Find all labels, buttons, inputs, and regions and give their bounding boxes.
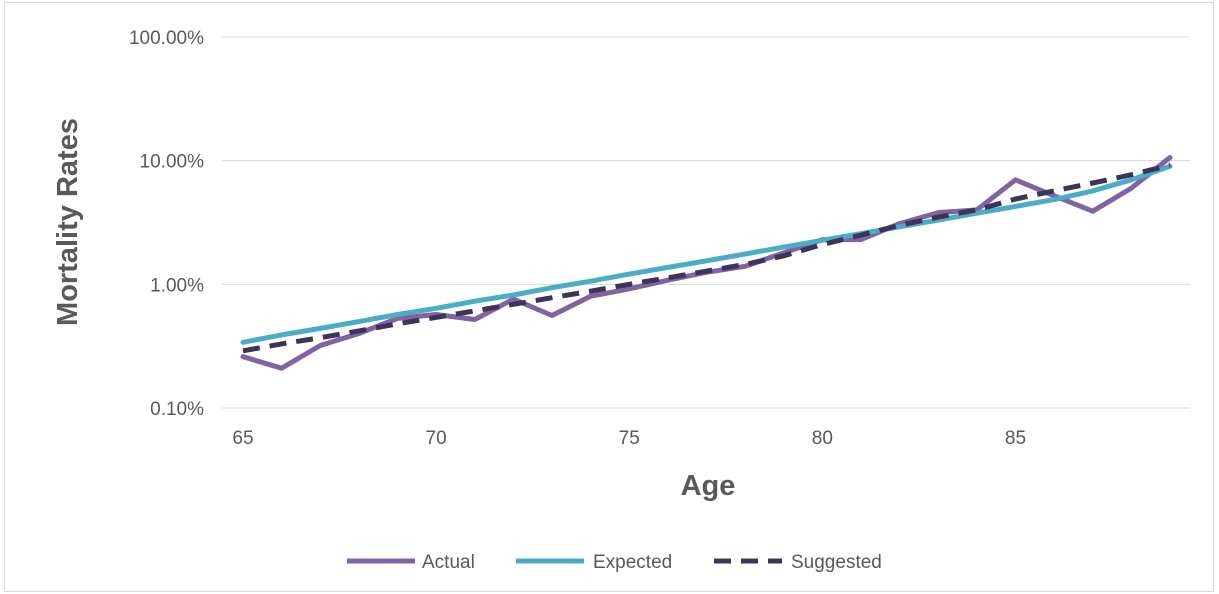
legend-item-actual: Actual <box>347 552 475 573</box>
y-tick-label: 10.00% <box>140 152 205 173</box>
y-tick-label: 1.00% <box>150 275 204 296</box>
series-lines <box>240 155 1173 371</box>
x-tick-label: 70 <box>426 428 447 449</box>
y-tick-label: 100.00% <box>129 28 204 49</box>
gridlines <box>222 36 1190 409</box>
legend-label: Actual <box>422 552 475 573</box>
x-axis-ticks: 65 70 75 80 85 <box>232 428 1026 449</box>
legend-item-expected: Expected <box>516 552 672 573</box>
x-axis-title: Age <box>681 470 736 502</box>
y-tick-label: 0.10% <box>150 399 204 420</box>
x-tick-label: 80 <box>812 428 833 449</box>
x-tick-label: 85 <box>1005 428 1026 449</box>
x-tick-label: 65 <box>232 428 253 449</box>
series-line-expected <box>240 163 1173 345</box>
series-line-suggested <box>242 162 1171 354</box>
legend-item-suggested: Suggested <box>714 552 882 573</box>
chart-area <box>4 2 1214 592</box>
legend: Actual Expected Suggested <box>347 552 882 573</box>
y-axis-ticks: 0.10% 1.00% 10.00% 100.00% <box>129 28 204 420</box>
x-tick-label: 75 <box>619 428 640 449</box>
legend-label: Suggested <box>791 552 882 573</box>
legend-label: Expected <box>593 552 672 573</box>
y-axis-title: Mortality Rates <box>52 118 84 326</box>
